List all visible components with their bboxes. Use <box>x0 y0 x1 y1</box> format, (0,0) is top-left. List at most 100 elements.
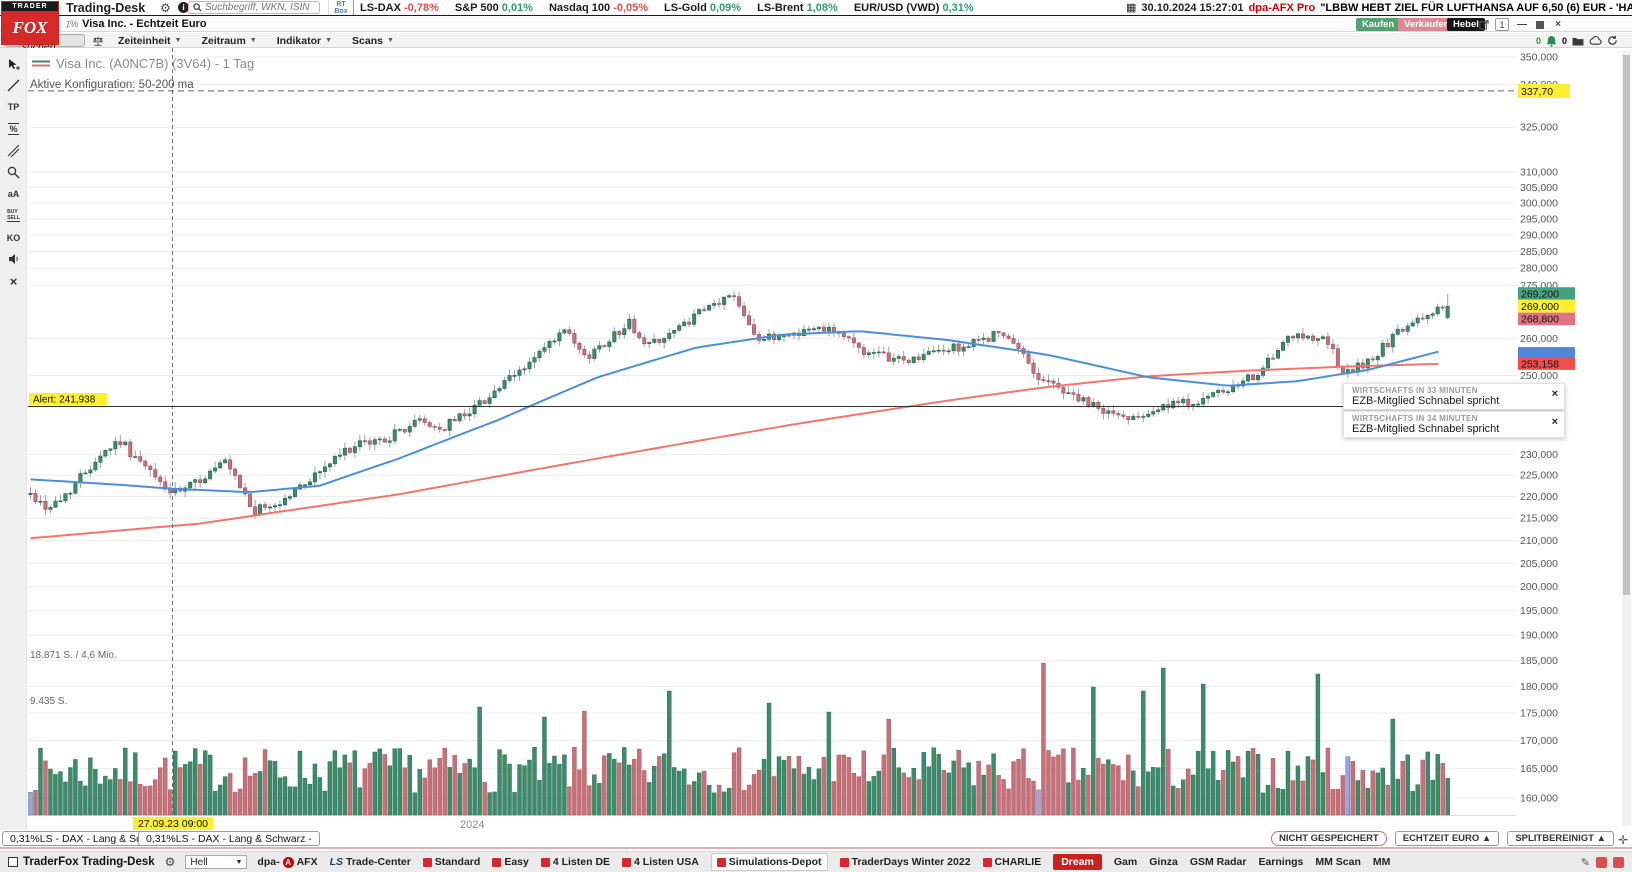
last-price-label: 269,000 <box>1521 301 1559 313</box>
calendar-icon: ▦ <box>1126 2 1137 14</box>
taskbar-item[interactable]: TraderDays Winter 2022 <box>839 856 971 868</box>
footer-status-buttons: NICHT GESPEICHERT ECHTZEIT EURO ▲ SPLITBER… <box>1270 831 1614 846</box>
buy-sell-tool[interactable]: BUY SELL <box>7 209 20 223</box>
close-tool[interactable]: × <box>9 273 18 289</box>
maximize-icon[interactable] <box>1533 18 1547 31</box>
index-quote: LS-Gold 0,09% <box>664 1 742 14</box>
folder-count: 0 <box>1561 35 1567 46</box>
taskbar-item[interactable]: Easy <box>492 856 529 868</box>
y-axis-tick: 300,000 <box>1520 197 1558 209</box>
news-ticker: ▦ 30.10.2024 15:27:01 dpa-AFX Pro "LBBW … <box>1126 0 1632 15</box>
y-axis-tick: 285,000 <box>1520 246 1558 258</box>
y-axis-tick: 190,000 <box>1520 630 1558 642</box>
close-icon[interactable]: × <box>1551 416 1558 428</box>
window-title: ⁒% Visa Inc. - Echtzeit Euro <box>66 18 207 30</box>
menu-scans[interactable]: Scans ▼ <box>352 34 394 47</box>
taskbar-item[interactable]: CHARLIE <box>982 856 1041 868</box>
red-tool-icon[interactable] <box>1596 856 1607 868</box>
text-size-tool[interactable]: aA <box>7 189 20 200</box>
leverage-button[interactable]: Hebel <box>1447 18 1485 31</box>
window-count-button[interactable]: 1 <box>1495 18 1509 31</box>
window-title-bar: ⁒% Visa Inc. - Echtzeit Euro Kaufen Verk… <box>0 17 1632 32</box>
y-axis-tick: 170,000 <box>1520 735 1558 747</box>
pencil-icon[interactable]: ✎ <box>1580 856 1590 869</box>
index-quotes: LS-DAX -0,78% S&P 500 0,01% Nasdaq 100 -0,… <box>360 0 974 15</box>
volume-layer <box>28 662 1450 816</box>
taskbar-item[interactable]: Standard <box>422 856 480 868</box>
move-crosshair-icon[interactable]: ✛ <box>1617 833 1628 847</box>
y-axis-tick: 305,000 <box>1520 182 1558 194</box>
target-price-label: 337,70 <box>1521 86 1553 98</box>
info-icon[interactable]: i <box>178 0 189 15</box>
taskbar-item[interactable]: Dream <box>1053 854 1102 870</box>
settings-gear-icon[interactable]: ⚙ <box>160 0 171 15</box>
app-mini-icon <box>716 857 726 867</box>
taskbar-item[interactable]: Simulations-Depot <box>710 853 828 871</box>
ko-tool[interactable]: KO <box>6 232 21 243</box>
bell-icon[interactable] <box>1546 35 1557 47</box>
percent-tool[interactable]: % <box>8 123 19 136</box>
checkbox-icon[interactable] <box>8 857 18 867</box>
index-quote: S&P 500 0,01% <box>454 1 533 14</box>
status-button[interactable]: NICHT GESPEICHERT <box>1270 831 1387 846</box>
chart-area: 160,000 165,000 170,000 175,000 180,000 185,0… <box>0 48 1632 830</box>
taskbar-item[interactable]: Earnings <box>1258 856 1304 868</box>
ma-legend-icon <box>32 60 50 67</box>
status-button[interactable]: SPLITBEREINIGT ▲ <box>1507 831 1614 846</box>
alert-price-label: Alert: 241,938 <box>33 395 96 406</box>
taskbar-gear-icon[interactable]: ⚙ <box>164 855 176 869</box>
compare-scale-icon[interactable] <box>92 35 104 47</box>
taskbar-item[interactable]: LS Trade-Center <box>329 856 411 868</box>
taskbar-item[interactable]: MM <box>1372 856 1391 868</box>
menu-indikator[interactable]: Indikator ▼ <box>276 34 333 47</box>
share-icon[interactable] <box>1477 18 1491 31</box>
taskbar-item[interactable]: dpa- A AFX <box>257 856 318 868</box>
red-tool-icon[interactable] <box>1613 856 1624 868</box>
taskbar-item[interactable]: Ginza <box>1149 856 1178 868</box>
y-axis-tick: 210,000 <box>1520 535 1558 547</box>
chart-layout-tab[interactable]: 0,31%LS - DAX - Lang & Schwarz - <box>138 831 320 846</box>
taskbar-app-label[interactable]: TraderFox Trading-Desk <box>8 856 155 868</box>
minimize-icon[interactable]: — <box>1517 19 1527 30</box>
global-search-box[interactable] <box>188 1 320 14</box>
global-search-input[interactable] <box>205 2 315 13</box>
y-axis-tick: 280,000 <box>1520 263 1558 275</box>
rt-box-toggle[interactable]: RT Box <box>328 0 354 15</box>
folder-icon[interactable] <box>1572 36 1584 46</box>
sync-icon[interactable] <box>1607 35 1618 46</box>
audio-tool[interactable] <box>0 249 27 269</box>
close-icon[interactable]: × <box>1555 19 1561 30</box>
app-mini-icon <box>839 857 849 867</box>
cursor-tool[interactable] <box>0 54 27 74</box>
chevron-down-icon: ▼ <box>325 37 333 44</box>
zoom-tool[interactable] <box>0 163 27 183</box>
sell-button[interactable]: Verkaufen <box>1398 18 1456 31</box>
y-axis-tick: 180,000 <box>1520 681 1558 693</box>
chart-scrollbar[interactable] <box>1622 50 1631 826</box>
tp-tool[interactable]: TP <box>7 102 20 113</box>
taskbar-item[interactable]: MM Scan <box>1315 856 1361 868</box>
menu-zeitraum[interactable]: Zeitraum ▼ <box>201 34 257 47</box>
scrollbar-thumb[interactable] <box>1623 55 1630 595</box>
close-icon[interactable]: × <box>1551 388 1558 400</box>
taskbar-item[interactable]: 4 Listen USA <box>622 856 699 868</box>
parallel-lines-tool[interactable] <box>0 141 27 161</box>
taskbar-item[interactable]: GSM Radar <box>1189 856 1247 868</box>
cloud-icon[interactable] <box>1589 35 1602 46</box>
chevron-down-icon: ▼ <box>249 37 257 44</box>
theme-select[interactable]: Hell ▼ <box>185 855 248 869</box>
y-axis-tick: 225,000 <box>1520 470 1558 482</box>
taskbar-item[interactable]: 4 Listen DE <box>540 856 610 868</box>
trendline-tool[interactable] <box>0 76 27 96</box>
y-axis-tick: 195,000 <box>1520 605 1558 617</box>
taskbar-item[interactable]: Gam <box>1113 856 1138 868</box>
status-button[interactable]: ECHTZEIT EURO ▲ <box>1394 831 1500 846</box>
y-axis-tick: 230,000 <box>1520 449 1558 461</box>
chart-canvas[interactable]: 160,000 165,000 170,000 175,000 180,000 185,0… <box>0 48 1632 830</box>
y-axis-tick: 290,000 <box>1520 230 1558 242</box>
x-axis-year-label: 2024 <box>460 819 484 830</box>
buy-button[interactable]: Kaufen <box>1356 18 1401 31</box>
menu-zeiteinheit[interactable]: Zeiteinheit ▼ <box>118 34 182 47</box>
y-axis-tick: 250,000 <box>1520 370 1558 382</box>
